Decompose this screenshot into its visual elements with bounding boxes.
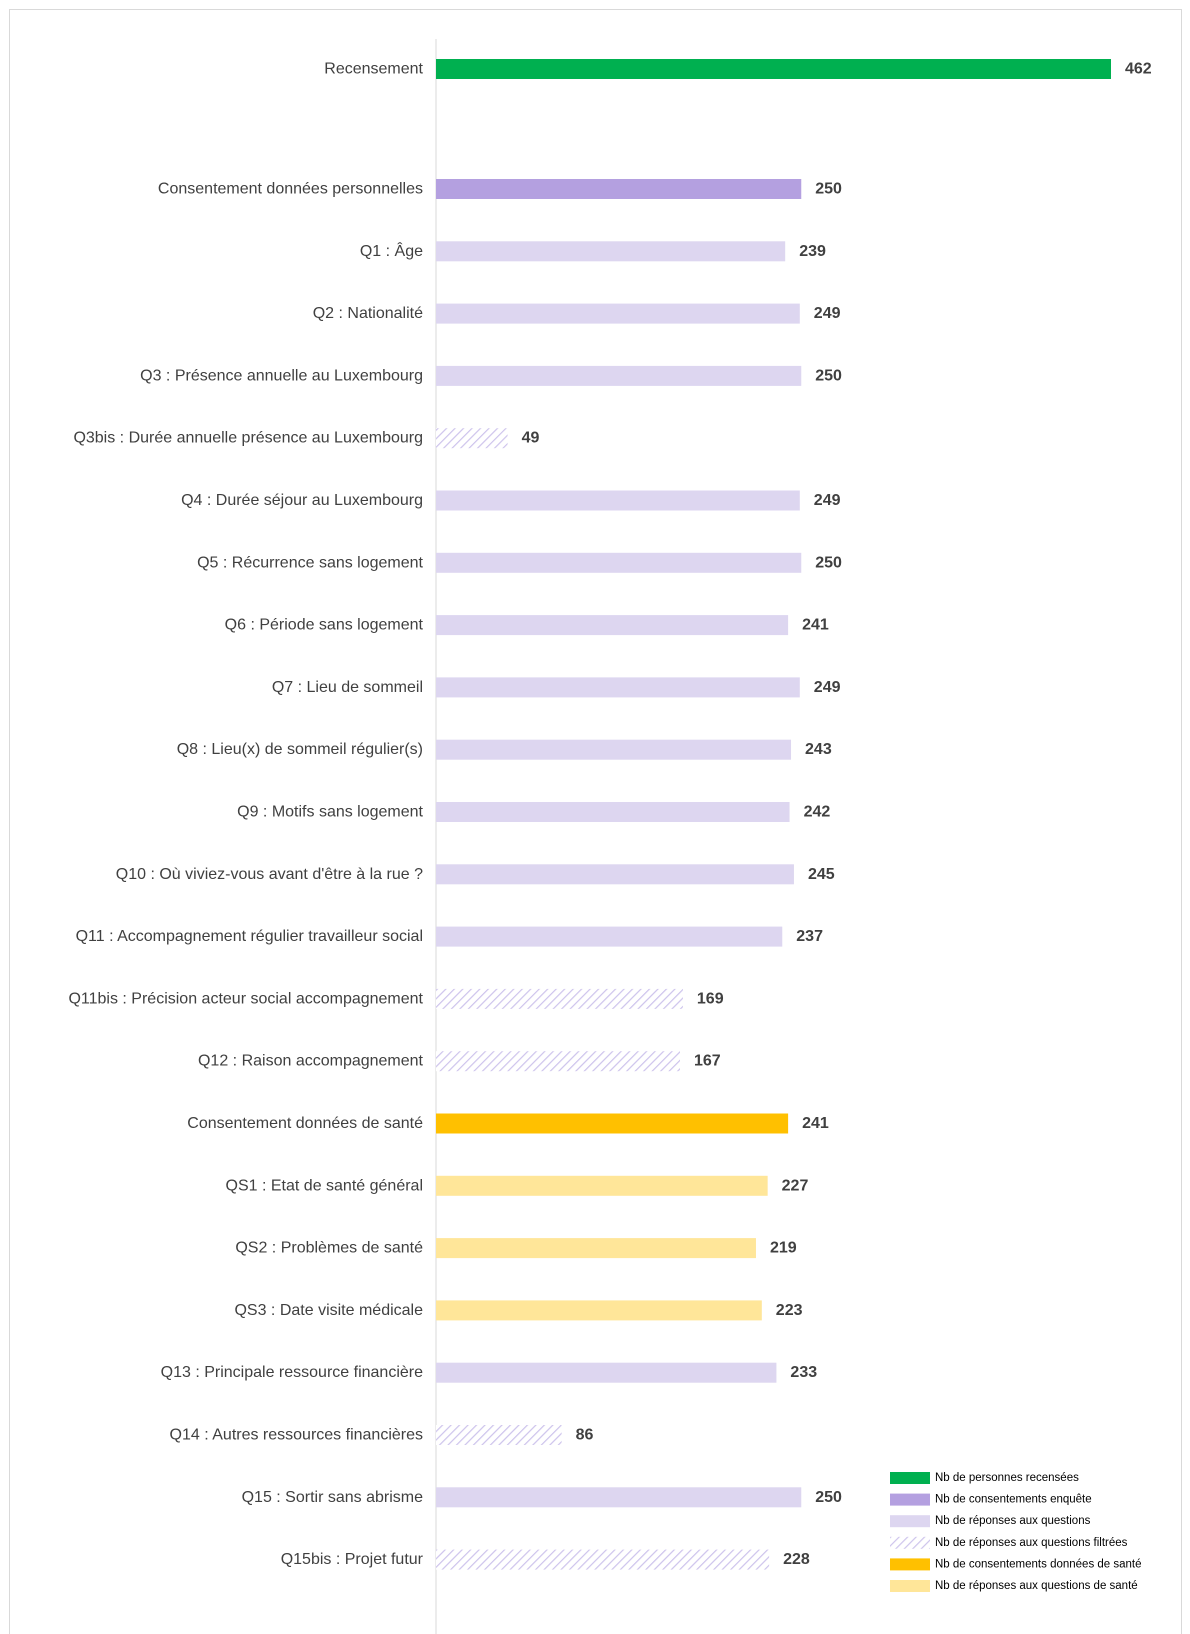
legend-label: Nb de réponses aux questions de santé [935, 1580, 1138, 1592]
category-label: QS1 : Etat de santé général [226, 1177, 423, 1194]
data-label: 249 [814, 492, 841, 509]
data-label: 219 [770, 1240, 797, 1257]
category-label: Q11bis : Précision acteur social accompa… [68, 990, 423, 1007]
bar [436, 1300, 762, 1321]
bar [436, 1549, 770, 1570]
data-label: 250 [815, 554, 842, 571]
bar [436, 552, 802, 573]
category-label: Q13 : Principale ressource financière [161, 1364, 423, 1381]
data-label: 227 [782, 1177, 809, 1194]
bar [436, 1175, 768, 1196]
bar [436, 739, 792, 760]
data-label: 223 [776, 1302, 803, 1319]
data-label: 86 [576, 1427, 594, 1444]
data-label: 49 [522, 430, 540, 447]
data-label: 228 [783, 1551, 810, 1568]
category-label: Q4 : Durée séjour au Luxembourg [181, 492, 423, 509]
category-label: Q7 : Lieu de sommeil [272, 679, 423, 696]
data-label: 249 [814, 305, 841, 322]
data-label: 241 [802, 1115, 829, 1132]
data-label: 250 [815, 1489, 842, 1506]
data-label: 243 [805, 741, 832, 758]
category-label: Q12 : Raison accompagnement [198, 1053, 424, 1070]
category-label: Q9 : Motifs sans logement [237, 804, 423, 821]
category-label: Q3bis : Durée annuelle présence au Luxem… [73, 430, 423, 447]
category-label: Consentement données de santé [187, 1115, 423, 1132]
data-label: 249 [814, 679, 841, 696]
legend-label: Nb de personnes recensées [935, 1472, 1079, 1484]
bar [436, 988, 683, 1009]
category-label: Consentement données personnelles [158, 181, 423, 198]
category-label: Q3 : Présence annuelle au Luxembourg [140, 367, 423, 384]
legend-swatch [890, 1558, 930, 1571]
category-label: Q5 : Récurrence sans logement [197, 554, 423, 571]
bar [436, 365, 802, 386]
bar [436, 802, 790, 822]
bar [436, 926, 783, 947]
data-label: 239 [799, 243, 826, 260]
bar [436, 179, 802, 199]
data-label: 237 [796, 928, 823, 945]
bar [436, 1425, 562, 1445]
category-label: Q15 : Sortir sans abrisme [242, 1489, 424, 1506]
category-label: Q15bis : Projet futur [281, 1551, 424, 1568]
bar [436, 428, 508, 449]
bars-layer: Recensement 462 Consentement données perso… [68, 59, 1152, 1570]
category-label: Q1 : Âge [360, 241, 423, 260]
bar [436, 1238, 756, 1259]
bar [436, 864, 794, 885]
category-label: Q14 : Autres ressources financières [170, 1427, 423, 1444]
bar [436, 1113, 789, 1134]
category-label: Q2 : Nationalité [313, 305, 423, 322]
category-label: Q11 : Accompagnement régulier travailleu… [76, 928, 423, 945]
legend: Nb de personnes recensées Nb de consentem… [890, 1472, 1142, 1592]
legend-label: Nb de consentements enquête [935, 1494, 1092, 1506]
data-label: 250 [815, 367, 842, 384]
data-label: 462 [1125, 61, 1152, 78]
data-label: 169 [697, 990, 724, 1007]
data-label: 245 [808, 866, 835, 883]
bar [436, 303, 800, 324]
bar [436, 677, 800, 698]
legend-swatch [890, 1580, 930, 1592]
bar [436, 1051, 680, 1072]
category-label: QS3 : Date visite médicale [234, 1302, 423, 1319]
legend-label: Nb de réponses aux questions [935, 1515, 1091, 1527]
legend-label: Nb de réponses aux questions filtrées [935, 1537, 1128, 1549]
category-label: Q8 : Lieu(x) de sommeil régulier(s) [177, 741, 423, 758]
category-label: Recensement [324, 61, 423, 78]
legend-swatch [890, 1493, 930, 1506]
legend-swatch [890, 1536, 930, 1549]
bar [436, 490, 800, 511]
data-label: 167 [694, 1053, 721, 1070]
data-label: 242 [804, 804, 831, 821]
category-label: Q6 : Période sans logement [225, 617, 424, 634]
data-label: 233 [790, 1364, 817, 1381]
legend-swatch [890, 1472, 930, 1484]
bar [436, 615, 789, 636]
legend-label: Nb de consentements données de santé [935, 1558, 1142, 1570]
category-label: QS2 : Problèmes de santé [235, 1240, 423, 1257]
bar [436, 241, 786, 262]
data-label: 241 [802, 617, 829, 634]
category-label: Q10 : Où viviez-vous avant d'être à la r… [116, 866, 423, 883]
bar [436, 1362, 777, 1383]
data-label: 250 [815, 181, 842, 198]
bar [436, 1487, 802, 1508]
legend-swatch [890, 1515, 930, 1528]
bar [436, 59, 1111, 79]
